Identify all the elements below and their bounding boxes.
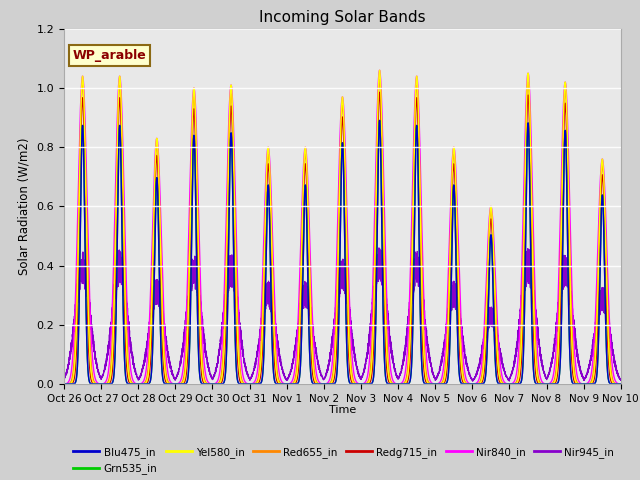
Y-axis label: Solar Radiation (W/m2): Solar Radiation (W/m2) bbox=[18, 138, 31, 275]
Legend: Blu475_in, Grn535_in, Yel580_in, Red655_in, Redg715_in, Nir840_in, Nir945_in: Blu475_in, Grn535_in, Yel580_in, Red655_… bbox=[69, 443, 618, 478]
Text: WP_arable: WP_arable bbox=[72, 49, 146, 62]
X-axis label: Time: Time bbox=[329, 405, 356, 415]
Title: Incoming Solar Bands: Incoming Solar Bands bbox=[259, 10, 426, 25]
